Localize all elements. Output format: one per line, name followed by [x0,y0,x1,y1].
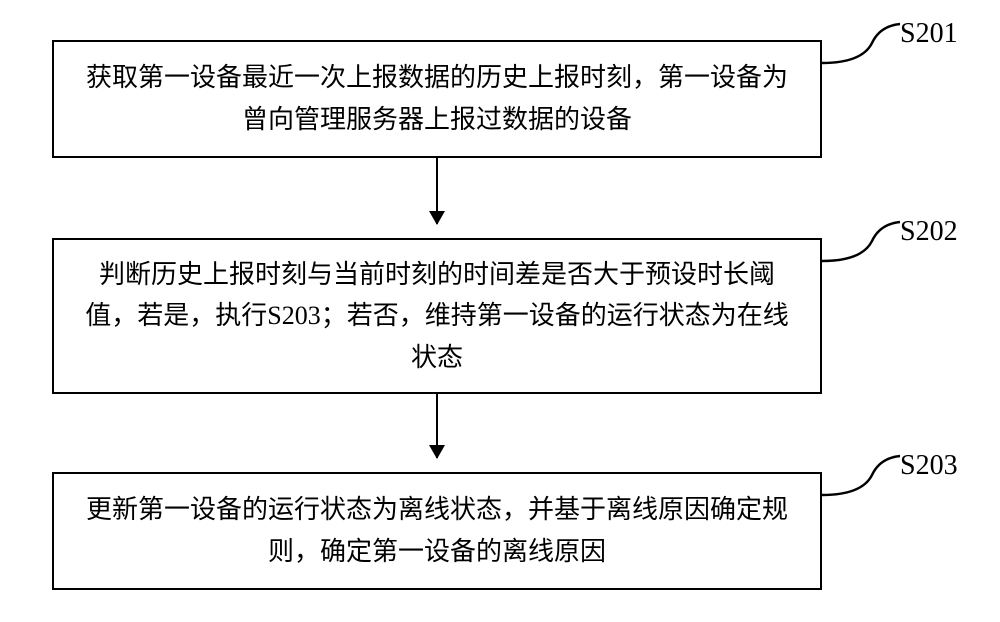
brace-s201 [822,18,902,78]
step-text: 更新第一设备的运行状态为离线状态，并基于离线原因确定规则，确定第一设备的离线原因 [74,489,800,572]
brace-s202 [822,216,902,276]
step-box-s201: 获取第一设备最近一次上报数据的历史上报时刻，第一设备为曾向管理服务器上报过数据的… [52,40,822,158]
step-box-s203: 更新第一设备的运行状态为离线状态，并基于离线原因确定规则，确定第一设备的离线原因 [52,472,822,590]
step-text: 获取第一设备最近一次上报数据的历史上报时刻，第一设备为曾向管理服务器上报过数据的… [74,57,800,140]
flowchart-container: 获取第一设备最近一次上报数据的历史上报时刻，第一设备为曾向管理服务器上报过数据的… [0,0,1000,622]
arrow-2-to-3 [436,394,438,458]
step-label-s203: S203 [900,450,958,482]
step-label-s201: S201 [900,18,958,50]
step-text: 判断历史上报时刻与当前时刻的时间差是否大于预设时长阈值，若是，执行S203；若否… [74,254,800,379]
step-label-s202: S202 [900,216,958,248]
arrow-1-to-2 [436,158,438,224]
brace-s203 [822,450,902,510]
step-box-s202: 判断历史上报时刻与当前时刻的时间差是否大于预设时长阈值，若是，执行S203；若否… [52,238,822,394]
